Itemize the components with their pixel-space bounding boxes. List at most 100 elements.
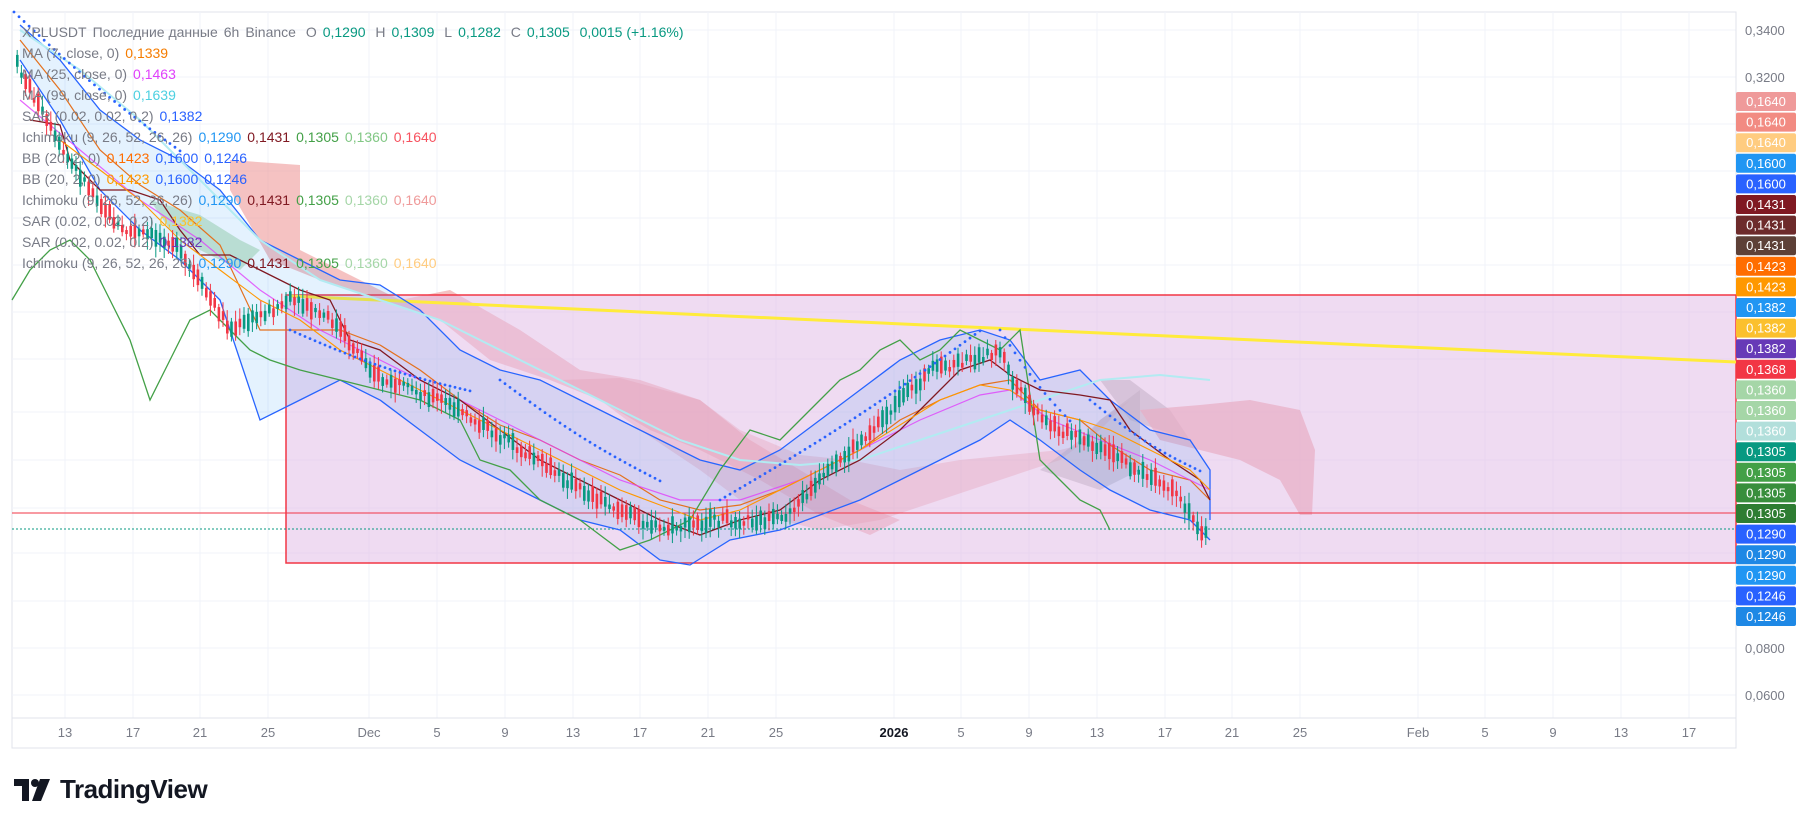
sar-dot [308, 337, 312, 341]
indicator-legend-row[interactable]: SAR (0.02, 0.02, 0.2) 0,1382 [22, 232, 690, 253]
candle-body [1124, 458, 1128, 465]
indicator-legend-row[interactable]: BB (20, 2, 0) 0,1423 0,1600 0,1246 [22, 169, 690, 190]
indicator-legend-row[interactable]: Ichimoku (9, 26, 52, 26, 26) 0,1290 0,1431… [22, 127, 690, 148]
sar-dot [423, 378, 427, 382]
price-tag-label: 0,1246 [1746, 588, 1786, 603]
candle-body [587, 490, 590, 502]
candle-body [213, 298, 216, 308]
candle-body [112, 217, 116, 229]
symbol-name[interactable]: XPLUSDT [22, 24, 87, 40]
sar-dot [1008, 343, 1012, 347]
sar-dot [578, 434, 582, 438]
sar-dot [12, 10, 16, 14]
sar-dot [413, 375, 417, 379]
sar-dot [138, 119, 142, 123]
sar-dot [313, 339, 317, 343]
candle-body [1007, 364, 1010, 375]
price-tag-label: 0,1290 [1746, 568, 1786, 583]
candle-body [394, 378, 397, 393]
sar-dot [653, 476, 657, 480]
sar-dot [778, 463, 782, 466]
candle-body [524, 452, 527, 459]
candle-body [629, 506, 632, 519]
sar-dot [163, 138, 167, 142]
sar-dot [433, 380, 437, 384]
candle-body [1103, 444, 1107, 456]
indicator-legend-row[interactable]: MA (25, close, 0) 0,1463 [22, 64, 690, 85]
candle-body [310, 302, 313, 320]
sar-dot [333, 347, 337, 351]
indicator-legend-row[interactable]: MA (99, close, 0) 0,1639 [22, 85, 690, 106]
candle-body [620, 504, 624, 518]
sar-dot [47, 43, 51, 47]
price-tag [1736, 483, 1796, 503]
candle-body [1175, 490, 1178, 497]
candle-body [881, 410, 884, 428]
sar-dot [513, 389, 517, 393]
candle-body [247, 313, 250, 332]
candle-body [965, 354, 968, 361]
bollinger-bands [19, 24, 1211, 566]
symbol-header[interactable]: XPLUSDT Последние данные 6h Binance O 0,1290… [22, 22, 690, 43]
candle-body [507, 434, 510, 443]
candle-body [1129, 462, 1132, 477]
sar-dot [828, 432, 832, 436]
trendline [289, 294, 1737, 364]
sar-dot [118, 104, 122, 107]
sar-dot [553, 418, 557, 421]
x-tick-label: 13 [1614, 725, 1628, 740]
indicator-value: 0,1246 [204, 171, 248, 187]
candle-body [108, 204, 111, 220]
sar-dot [37, 34, 41, 37]
candle-body [465, 410, 468, 417]
sar-dot [618, 458, 622, 462]
candle-body [293, 296, 296, 306]
candle-body [1015, 379, 1019, 394]
sar-dot [403, 372, 407, 376]
sar-dot [143, 123, 147, 127]
indicator-legend-row[interactable]: MA (7, close, 0) 0,1339 [22, 43, 690, 64]
candle-body [364, 358, 368, 369]
sar-dot [898, 386, 902, 389]
candle-body [935, 359, 939, 372]
candle-body [368, 362, 372, 378]
candle-body [1141, 461, 1145, 479]
candle-body [95, 195, 99, 206]
indicator-value: 0,1382 [159, 108, 203, 124]
sar-dot [1148, 442, 1152, 446]
sar-dot [438, 382, 442, 385]
price-tag-label: 0,1600 [1746, 176, 1786, 191]
indicator-legend-row[interactable]: Ichimoku (9, 26, 52, 26, 26) 0,1290 0,1431… [22, 190, 690, 211]
sar-dot [1113, 418, 1117, 422]
indicator-label: Ichimoku (9, 26, 52, 26, 26) [22, 129, 193, 145]
candle-body [125, 230, 128, 235]
sar-dot [42, 38, 46, 42]
tradingview-logo[interactable]: TradingView [14, 774, 208, 805]
indicator-label: MA (99, close, 0) [22, 87, 128, 103]
sar-dot [1023, 366, 1027, 369]
candle-body [473, 419, 477, 425]
sar-dot [153, 131, 157, 134]
candle-body [751, 518, 754, 528]
candle-body [725, 509, 729, 524]
sar-dot [173, 145, 177, 149]
candle-body [1074, 430, 1077, 438]
indicator-legend-row[interactable]: SAR (0.02, 0.02, 0.2) 0,1382 [22, 211, 690, 232]
candle-body [1053, 416, 1056, 432]
candle-body [1019, 387, 1023, 392]
candle-body [226, 320, 229, 334]
candle-body [667, 524, 670, 536]
indicator-legend-row[interactable]: SAR (0.02, 0.02, 0.2) 0,1382 [22, 106, 690, 127]
sar-dot [458, 387, 462, 390]
indicator-value: 0,1246 [204, 150, 248, 166]
candle-body [952, 359, 956, 368]
indicator-legend-row[interactable]: Ichimoku (9, 26, 52, 26, 26) 0,1290 0,1431… [22, 253, 690, 274]
indicator-value: 0,1640 [393, 255, 437, 271]
candle-body [982, 356, 985, 363]
indicator-value: 0,1290 [198, 129, 242, 145]
sar-dot [1063, 414, 1067, 418]
sar-dot [638, 469, 642, 472]
price-tag-label: 0,1640 [1746, 115, 1786, 130]
indicator-legend-row[interactable]: BB (20, 2, 0) 0,1423 0,1600 0,1246 [22, 148, 690, 169]
